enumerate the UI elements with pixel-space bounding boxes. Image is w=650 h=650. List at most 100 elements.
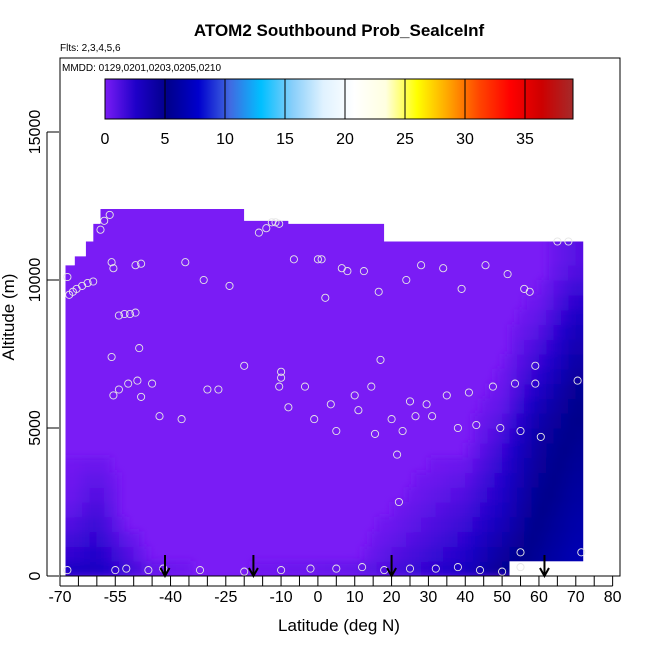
heatmap-cell [65,472,68,488]
heatmap-cell [465,457,474,473]
heatmap-cell [82,546,91,562]
heatmap-cell [561,368,570,385]
heatmap-cell [531,561,540,576]
colorbar-tick-label: 25 [396,131,414,148]
heatmap-cell [443,487,452,503]
heatmap-cell [509,428,518,444]
heatmap-cell [546,502,555,518]
heatmap-cell [553,220,562,237]
heatmap-cell [561,457,570,473]
colorbar-tick-label: 0 [101,131,110,148]
sample-point [442,391,451,400]
heatmap-cell [531,339,540,355]
sample-point [137,259,146,268]
heatmap-cell [575,280,584,296]
heatmap-cell [126,531,135,547]
heatmap-cell [104,546,113,562]
heatmap-cell [546,487,555,503]
heatmap-cell [487,502,496,518]
heatmap-cell [531,516,540,533]
heatmap-cell [502,413,511,429]
heatmap-cell [524,294,533,311]
sample-point [181,258,190,267]
heatmap-cell [538,398,547,414]
heatmap-cell [111,531,120,547]
heatmap-cell [509,383,518,399]
heatmap-cell [133,561,142,576]
heatmap-cell [362,561,371,576]
heatmap-cell [487,516,496,533]
sample-point [89,277,98,286]
sample-point [240,361,249,370]
sample-point [326,400,335,409]
heatmap-cell [281,561,290,576]
heatmap-cell [583,502,591,517]
sample-point [417,261,426,270]
heatmap-cell [561,354,570,370]
heatmap-cell [561,472,570,488]
heatmap-cell [524,442,533,459]
heatmap-cell [553,428,562,444]
heatmap-cell [531,354,540,370]
heatmap-cell [575,442,584,459]
heatmap-cell [531,502,540,518]
sample-point [350,391,359,400]
heatmap-cell [421,487,430,503]
heatmap-cell [369,561,378,576]
x-tick-label: -40 [159,589,182,606]
sample-point [203,385,212,394]
heatmap-cell [428,546,437,562]
sample-point [343,267,352,276]
heatmap-cell [538,502,547,518]
heatmap-cell [568,250,577,266]
heatmap-cell [516,398,525,414]
sample-point [63,272,72,282]
plot-area [63,209,591,579]
sample-point [496,423,505,433]
heatmap-cell [450,546,459,562]
heatmap-cell [391,531,400,547]
heatmap-cell [568,442,577,459]
heatmap-cell [325,561,334,576]
x-tick-label: 70 [567,589,585,606]
heatmap-cell [502,428,511,444]
heatmap-cell [487,457,496,473]
heatmap-cell [553,294,562,311]
sample-point [267,218,276,227]
heatmap-cell [553,442,562,459]
heatmap-cell [575,487,584,503]
sample-point [321,293,330,302]
heatmap-cell [428,472,437,488]
heatmap-cell [546,516,555,533]
heatmap-cell [583,339,591,354]
sample-point [411,412,420,421]
heatmap-cell [538,280,547,296]
heatmap-cell [561,309,570,325]
heatmap-cell [583,250,591,265]
heatmap-cell [465,487,474,503]
heatmap-cell [509,457,518,473]
sample-point [289,255,298,264]
heatmap-cell [96,502,105,518]
heatmap-cell [480,487,488,503]
colorbar: 0 5 10 15 20 25 30 35 [101,78,574,148]
heatmap-cell [575,324,584,340]
heatmap-cell [553,265,562,281]
heatmap-cell [575,413,584,429]
heatmap-cell [472,472,481,488]
heatmap-cell [568,235,577,251]
heatmap-cell [480,472,488,488]
sample-point [573,376,582,385]
y-tick-label: 0 [27,571,44,580]
sample-point [148,379,157,388]
heatmap-cell [67,487,76,503]
sample-point [131,308,140,317]
heatmap-cell [546,428,555,444]
heatmap-cell [583,354,591,369]
heatmap-cell [421,531,430,547]
heatmap-cell [531,398,540,414]
heatmap-cell [472,457,481,473]
flights-label: Flts: 2,3,4,5,6 [60,43,121,54]
heatmap-cell [89,472,98,488]
heatmap-cell [583,310,591,325]
